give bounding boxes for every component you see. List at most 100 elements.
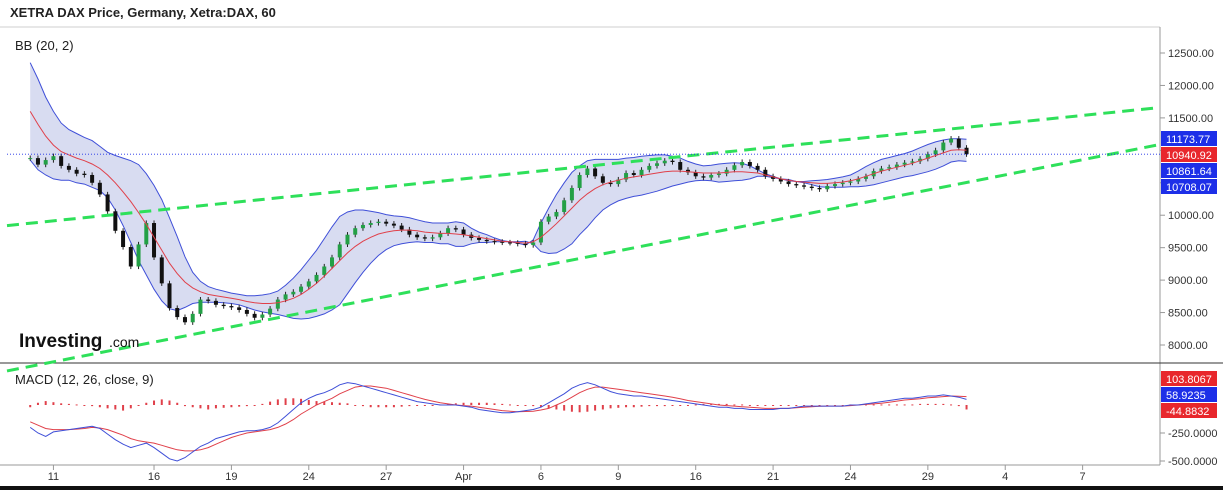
- macd-hist-bar: [269, 401, 272, 405]
- candle-body: [291, 291, 296, 295]
- candle-body: [693, 172, 698, 177]
- candle-body: [51, 156, 56, 161]
- candle-body: [43, 160, 48, 165]
- candle-body: [910, 161, 915, 163]
- macd-hist-bar: [539, 405, 542, 408]
- candle-body: [121, 230, 126, 248]
- candle-body: [569, 187, 574, 201]
- macd-hist-bar: [950, 404, 953, 406]
- macd-hist-bar: [919, 403, 922, 405]
- candle-body: [554, 211, 559, 217]
- x-tick-label: Apr: [455, 471, 472, 483]
- candle-body: [949, 138, 954, 143]
- candle-body: [206, 299, 211, 301]
- macd-hist-bar: [508, 404, 511, 406]
- macd-hist-bar: [810, 405, 813, 406]
- macd-hist-bar: [60, 403, 63, 405]
- x-tick-label: 7: [1080, 471, 1086, 483]
- macd-badge: [1161, 371, 1217, 386]
- candle-body: [244, 309, 249, 314]
- candle-body: [252, 313, 257, 318]
- candle-body: [97, 182, 102, 195]
- candle-body: [763, 169, 768, 177]
- channel-lower-line: [6, 143, 1161, 373]
- macd-hist-bar: [741, 404, 744, 406]
- x-tick-label: 19: [225, 471, 237, 483]
- candle-body: [825, 186, 830, 190]
- macd-hist-bar: [926, 403, 929, 405]
- candle-body: [809, 186, 814, 188]
- macd-hist-bar: [44, 401, 47, 405]
- candle-body: [360, 224, 365, 229]
- macd-hist-bar: [795, 405, 798, 406]
- candle-body: [384, 221, 389, 224]
- candle-body: [709, 174, 714, 178]
- macd-hist-bar: [818, 405, 821, 406]
- x-tick-label: 4: [1002, 471, 1008, 483]
- macd-line: [29, 382, 967, 462]
- macd-hist-bar: [137, 405, 140, 406]
- y-tick-label: 11500.00: [1168, 113, 1213, 125]
- macd-hist-bar: [478, 402, 481, 405]
- macd-hist-bar: [214, 405, 217, 409]
- candle-body: [562, 200, 567, 212]
- candle-body: [840, 182, 845, 185]
- price-badge: [1161, 179, 1217, 194]
- candle-body: [453, 228, 458, 230]
- macd-badge: [1161, 387, 1217, 402]
- y-tick-label: 8000.00: [1168, 340, 1208, 352]
- candle-body: [933, 150, 938, 155]
- candle-body: [59, 156, 64, 166]
- macd-hist-bar: [98, 405, 101, 408]
- macd-hist-bar: [400, 405, 403, 407]
- candle-body: [879, 168, 884, 172]
- candle-body: [330, 257, 335, 267]
- candle-body: [322, 266, 327, 275]
- macd-hist-bar: [423, 405, 426, 406]
- candle-body: [794, 184, 799, 186]
- candle-body: [299, 286, 304, 292]
- macd-hist-bar: [895, 404, 898, 406]
- candle-body: [260, 314, 265, 318]
- candle-body: [477, 237, 482, 240]
- macd-hist-bar: [454, 403, 457, 405]
- candles: [28, 136, 969, 325]
- candle-body: [136, 244, 141, 267]
- macd-hist-bar: [787, 405, 790, 406]
- logo-suffix: .com: [109, 334, 139, 350]
- candle-body: [461, 229, 466, 235]
- candle-body: [925, 154, 930, 159]
- macd-hist-bar: [377, 405, 380, 408]
- macd-hist-bar: [168, 400, 171, 405]
- macd-hist-bar: [671, 405, 674, 406]
- x-tick-label: 27: [380, 471, 392, 483]
- y-tick-label: 10000.00: [1168, 210, 1214, 222]
- macd-hist-bar: [601, 405, 604, 410]
- macd-hist-bar: [555, 405, 558, 410]
- macd-hist-bar: [91, 405, 94, 407]
- macd-hist-bar: [315, 401, 318, 405]
- macd-hist-bar: [640, 405, 643, 407]
- macd-y-ticks: -250.0000 -500.0000: [1160, 428, 1218, 468]
- price-y-ticks: 12500.0012000.0011500.0011000.0010500.00…: [1160, 48, 1214, 352]
- candle-body: [902, 162, 907, 165]
- candle-body: [685, 169, 690, 173]
- candle-body: [90, 174, 95, 183]
- macd-hist-bar: [656, 405, 659, 407]
- macd-hist-bar: [385, 405, 388, 408]
- macd-hist-bar: [957, 405, 960, 407]
- macd-hist-bar: [493, 403, 496, 405]
- bb-middle: [29, 111, 967, 304]
- candle-body: [894, 164, 899, 168]
- macd-hist-bar: [369, 405, 372, 408]
- candle-body: [848, 181, 853, 183]
- chart-title: XETRA DAX Price, Germany, Xetra:DAX, 60: [10, 5, 276, 20]
- bb-band-fill: [30, 62, 967, 319]
- macd-hist-bar: [756, 405, 759, 406]
- x-tick-label: 29: [922, 471, 934, 483]
- macd-hist-bar: [75, 404, 78, 406]
- macd-tick-label: -500.0000: [1168, 456, 1218, 468]
- candle-body: [337, 244, 342, 258]
- macd-hist-bar: [183, 405, 186, 407]
- price-badge-label: 11173.77: [1166, 134, 1210, 146]
